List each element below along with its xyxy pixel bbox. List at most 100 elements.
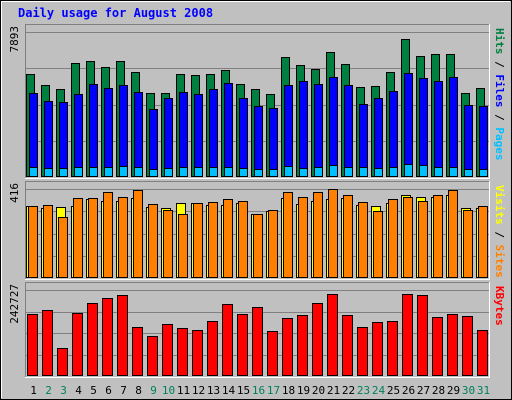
bar-sites-day-23 bbox=[358, 202, 368, 278]
x-tick-label: 21 bbox=[327, 384, 340, 397]
bar-pages-day-13 bbox=[209, 167, 218, 177]
bar-kbytes-day-11 bbox=[177, 328, 188, 376]
bar-pages-day-27 bbox=[419, 165, 428, 177]
bar-files-day-17 bbox=[269, 108, 278, 177]
bar-sites-day-24 bbox=[373, 211, 383, 278]
bar-kbytes-day-22 bbox=[342, 315, 353, 376]
x-tick-label: 2 bbox=[45, 384, 52, 397]
bar-pages-day-10 bbox=[164, 168, 173, 177]
x-tick-label: 3 bbox=[60, 384, 67, 397]
bar-kbytes-day-6 bbox=[102, 298, 113, 376]
legend-entry: Pages bbox=[493, 127, 506, 160]
bar-kbytes-day-14 bbox=[222, 304, 233, 376]
x-tick-label: 1 bbox=[30, 384, 37, 397]
bar-kbytes-day-21 bbox=[327, 294, 338, 376]
bar-files-day-28 bbox=[434, 81, 443, 177]
panel-max-label: 416 bbox=[8, 183, 21, 203]
bar-kbytes-day-18 bbox=[282, 318, 293, 376]
bar-kbytes-day-31 bbox=[477, 330, 488, 376]
bar-kbytes-day-25 bbox=[387, 321, 398, 376]
bar-pages-day-3 bbox=[59, 168, 68, 177]
bar-files-day-29 bbox=[449, 77, 458, 177]
bar-sites-day-31 bbox=[478, 206, 488, 278]
bar-sites-day-9 bbox=[148, 204, 158, 278]
x-tick-label: 9 bbox=[150, 384, 157, 397]
legend-entry: Files bbox=[493, 74, 506, 107]
bar-pages-day-1 bbox=[29, 167, 38, 177]
bar-pages-day-6 bbox=[104, 167, 113, 177]
bar-kbytes-day-1 bbox=[27, 314, 38, 376]
bar-files-day-7 bbox=[119, 85, 128, 177]
chart-title: Daily usage for August 2008 bbox=[18, 6, 213, 20]
bar-kbytes-day-23 bbox=[357, 327, 368, 376]
bar-sites-day-22 bbox=[343, 195, 353, 278]
bar-sites-day-10 bbox=[163, 210, 173, 278]
legend-entry: Sites bbox=[493, 245, 506, 278]
bar-sites-day-27 bbox=[418, 201, 428, 278]
bar-files-day-20 bbox=[314, 84, 323, 177]
x-tick-label: 25 bbox=[387, 384, 400, 397]
bar-files-day-8 bbox=[134, 92, 143, 177]
x-tick-label: 26 bbox=[402, 384, 415, 397]
x-tick-label: 19 bbox=[297, 384, 310, 397]
bar-sites-day-30 bbox=[463, 210, 473, 278]
legend-entry: Visits bbox=[493, 185, 506, 225]
bar-files-day-30 bbox=[464, 105, 473, 177]
bar-kbytes-day-20 bbox=[312, 303, 323, 376]
x-tick-label: 20 bbox=[312, 384, 325, 397]
bar-files-day-2 bbox=[44, 101, 53, 177]
x-tick-label: 28 bbox=[432, 384, 445, 397]
bar-kbytes-day-8 bbox=[132, 327, 143, 376]
x-tick-label: 31 bbox=[477, 384, 490, 397]
bar-files-day-19 bbox=[299, 81, 308, 177]
bar-pages-day-21 bbox=[329, 165, 338, 177]
bar-kbytes-day-24 bbox=[372, 322, 383, 376]
bar-kbytes-day-7 bbox=[117, 295, 128, 376]
bar-files-day-11 bbox=[179, 92, 188, 177]
bar-sites-day-5 bbox=[88, 198, 98, 278]
x-tick-label: 7 bbox=[120, 384, 127, 397]
bar-sites-day-28 bbox=[433, 195, 443, 278]
x-tick-label: 15 bbox=[237, 384, 250, 397]
bar-pages-day-9 bbox=[149, 169, 158, 177]
x-axis-labels: 1 2 3 4 5 6 7 8 9 10 11 12 13 14 15 16 17 18 19 20 21 22 23 24 2… bbox=[30, 384, 490, 397]
bar-kbytes-day-5 bbox=[87, 303, 98, 376]
bar-sites-day-25 bbox=[388, 199, 398, 278]
x-tick-label: 11 bbox=[177, 384, 190, 397]
legend-entry: / bbox=[493, 108, 506, 128]
panel-kbytes: 242727 KBytes bbox=[8, 282, 506, 378]
bar-sites-day-18 bbox=[283, 192, 293, 278]
bar-sites-day-16 bbox=[253, 214, 263, 278]
bar-kbytes-day-12 bbox=[192, 330, 203, 376]
bar-kbytes-day-2 bbox=[42, 310, 53, 376]
bar-kbytes-day-4 bbox=[72, 313, 83, 376]
legend-entry: / bbox=[493, 225, 506, 245]
x-tick-label: 17 bbox=[267, 384, 280, 397]
bar-sites-day-14 bbox=[223, 199, 233, 278]
bar-files-day-25 bbox=[389, 91, 398, 177]
bar-pages-day-28 bbox=[434, 167, 443, 177]
bar-pages-day-18 bbox=[284, 166, 293, 177]
bar-pages-day-16 bbox=[254, 169, 263, 177]
bar-kbytes-day-16 bbox=[252, 307, 263, 376]
bar-kbytes-day-30 bbox=[462, 316, 473, 376]
bar-sites-day-2 bbox=[43, 205, 53, 278]
x-tick-label: 10 bbox=[162, 384, 175, 397]
bar-sites-day-13 bbox=[208, 202, 218, 278]
bar-files-day-13 bbox=[209, 89, 218, 177]
bar-pages-day-30 bbox=[464, 169, 473, 177]
bar-pages-day-31 bbox=[479, 169, 488, 177]
bar-sites-day-6 bbox=[103, 192, 113, 278]
x-tick-label: 12 bbox=[192, 384, 205, 397]
panel-max-label: 7893 bbox=[8, 26, 21, 53]
bar-kbytes-day-17 bbox=[267, 331, 278, 376]
bar-sites-day-19 bbox=[298, 197, 308, 278]
x-tick-label: 22 bbox=[342, 384, 355, 397]
x-tick-label: 30 bbox=[462, 384, 475, 397]
x-tick-label: 16 bbox=[252, 384, 265, 397]
bar-files-day-16 bbox=[254, 106, 263, 177]
panel-max-label: 242727 bbox=[8, 284, 21, 324]
bar-pages-day-17 bbox=[269, 169, 278, 177]
bar-kbytes-day-13 bbox=[207, 321, 218, 376]
